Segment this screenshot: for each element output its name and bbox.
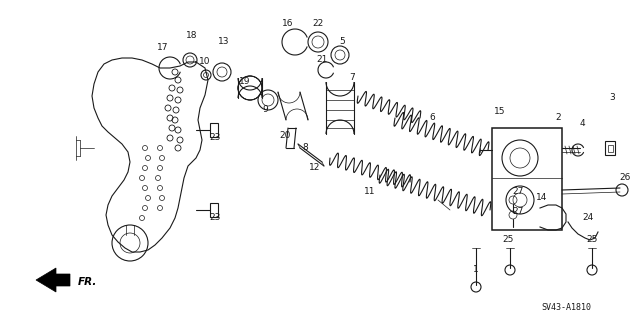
Text: 13: 13 — [218, 38, 230, 47]
Text: 7: 7 — [349, 73, 355, 83]
Text: 1: 1 — [473, 265, 479, 275]
Text: 25: 25 — [502, 235, 514, 244]
Text: 23: 23 — [209, 133, 221, 143]
Text: 21: 21 — [316, 56, 328, 64]
Text: 5: 5 — [339, 38, 345, 47]
Polygon shape — [36, 268, 70, 292]
Text: 25: 25 — [586, 235, 598, 244]
Text: 27: 27 — [512, 188, 524, 197]
Bar — [492, 128, 562, 230]
Text: 11: 11 — [364, 188, 376, 197]
Bar — [607, 145, 612, 152]
Text: 14: 14 — [536, 194, 548, 203]
Text: 3: 3 — [609, 93, 615, 102]
Text: 15: 15 — [494, 108, 506, 116]
Text: 17: 17 — [157, 43, 169, 53]
Text: 20: 20 — [279, 131, 291, 140]
Text: 19: 19 — [239, 78, 251, 86]
Bar — [210, 123, 218, 137]
Text: 8: 8 — [302, 144, 308, 152]
Text: 26: 26 — [620, 174, 630, 182]
Text: 23: 23 — [209, 213, 221, 222]
Text: 18: 18 — [186, 32, 198, 41]
Bar — [605, 141, 615, 155]
Text: 24: 24 — [582, 213, 594, 222]
Text: 12: 12 — [309, 164, 321, 173]
Bar — [210, 203, 218, 217]
Text: SV43-A1810: SV43-A1810 — [541, 303, 591, 313]
Text: 9: 9 — [262, 106, 268, 115]
Text: 10: 10 — [199, 57, 211, 66]
Text: FR.: FR. — [78, 277, 97, 287]
Text: 16: 16 — [282, 19, 294, 28]
Text: 27: 27 — [512, 207, 524, 217]
Text: 2: 2 — [555, 114, 561, 122]
Text: 22: 22 — [312, 19, 324, 28]
Text: 4: 4 — [579, 120, 585, 129]
Text: 6: 6 — [429, 114, 435, 122]
